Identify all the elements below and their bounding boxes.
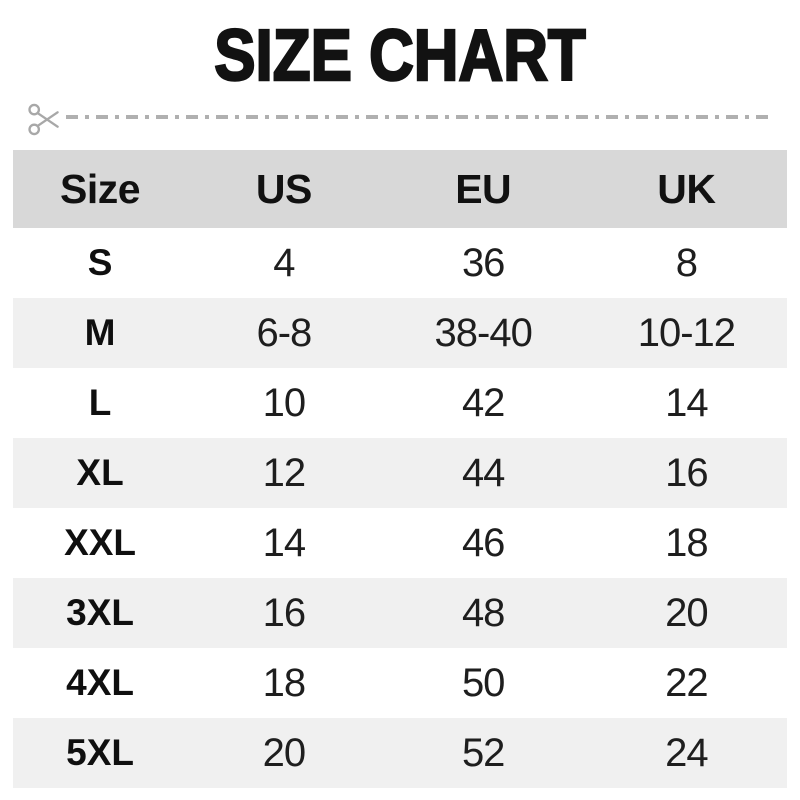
header-cell-size: Size	[60, 165, 141, 212]
header-cell-eu: EU	[455, 165, 512, 212]
scissors-icon	[28, 103, 59, 136]
us-value-cell: 4	[273, 240, 295, 285]
size-table: Size US EU UK S 4 36 8 M 6-8 38-40 10-12…	[13, 150, 787, 788]
eu-value-cell: 48	[461, 590, 506, 635]
eu-value-cell: 52	[461, 730, 506, 775]
size-label-cell: M	[84, 312, 116, 353]
table-row: 3XL 16 48 20	[13, 578, 787, 648]
eu-value-cell: 46	[461, 520, 506, 565]
table-row: L 10 42 14	[13, 368, 787, 438]
size-label-cell: 5XL	[66, 732, 134, 773]
eu-value-cell: 38-40	[434, 310, 533, 355]
table-row: S 4 36 8	[13, 228, 787, 298]
table-body: S 4 36 8 M 6-8 38-40 10-12 L 10 42 14 XL…	[13, 228, 787, 788]
size-label-cell: XXL	[64, 522, 137, 563]
us-value-cell: 16	[262, 590, 306, 635]
header-cell-us: US	[255, 165, 312, 212]
header-cell-uk: UK	[657, 165, 716, 212]
us-value-cell: 20	[262, 730, 306, 775]
dashed-cut-line	[66, 115, 770, 119]
table-row: 5XL 20 52 24	[13, 718, 787, 788]
table-row: 4XL 18 50 22	[13, 648, 787, 718]
us-value-cell: 12	[262, 450, 306, 495]
uk-value-cell: 18	[665, 520, 709, 565]
size-label-cell: 4XL	[66, 662, 134, 703]
table-row: XXL 14 46 18	[13, 508, 787, 578]
uk-value-cell: 8	[675, 240, 698, 285]
page-title: SIZE CHART	[213, 16, 587, 96]
size-label-cell: L	[88, 382, 112, 423]
uk-value-cell: 14	[665, 380, 709, 425]
uk-value-cell: 24	[665, 730, 709, 775]
us-value-cell: 14	[262, 520, 306, 565]
table-row: M 6-8 38-40 10-12	[13, 298, 787, 368]
uk-value-cell: 16	[665, 450, 709, 495]
us-value-cell: 10	[262, 380, 306, 425]
table-row: XL 12 44 16	[13, 438, 787, 508]
eu-value-cell: 42	[461, 380, 506, 425]
size-label-cell: 3XL	[66, 592, 134, 633]
table-header-row: Size US EU UK	[13, 150, 787, 228]
size-label-cell: S	[87, 242, 113, 283]
eu-value-cell: 44	[461, 450, 506, 495]
uk-value-cell: 22	[665, 660, 709, 705]
uk-value-cell: 20	[665, 590, 709, 635]
cut-line	[0, 98, 800, 142]
eu-value-cell: 36	[461, 240, 506, 285]
us-value-cell: 6-8	[256, 310, 312, 355]
us-value-cell: 18	[262, 660, 306, 705]
eu-value-cell: 50	[461, 660, 506, 705]
uk-value-cell: 10-12	[637, 310, 736, 355]
size-label-cell: XL	[76, 452, 124, 493]
